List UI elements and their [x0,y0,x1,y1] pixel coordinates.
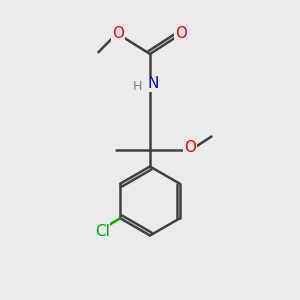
Text: O: O [184,140,196,155]
Text: O: O [175,26,187,41]
Text: O: O [184,140,196,155]
Text: O: O [112,26,124,41]
Text: N: N [148,76,159,92]
Text: H: H [133,80,142,93]
Text: H: H [133,80,142,93]
Text: Cl: Cl [95,224,110,239]
Text: O: O [175,26,187,41]
Text: N: N [148,76,159,92]
Text: O: O [112,26,124,41]
Text: Cl: Cl [95,224,110,239]
